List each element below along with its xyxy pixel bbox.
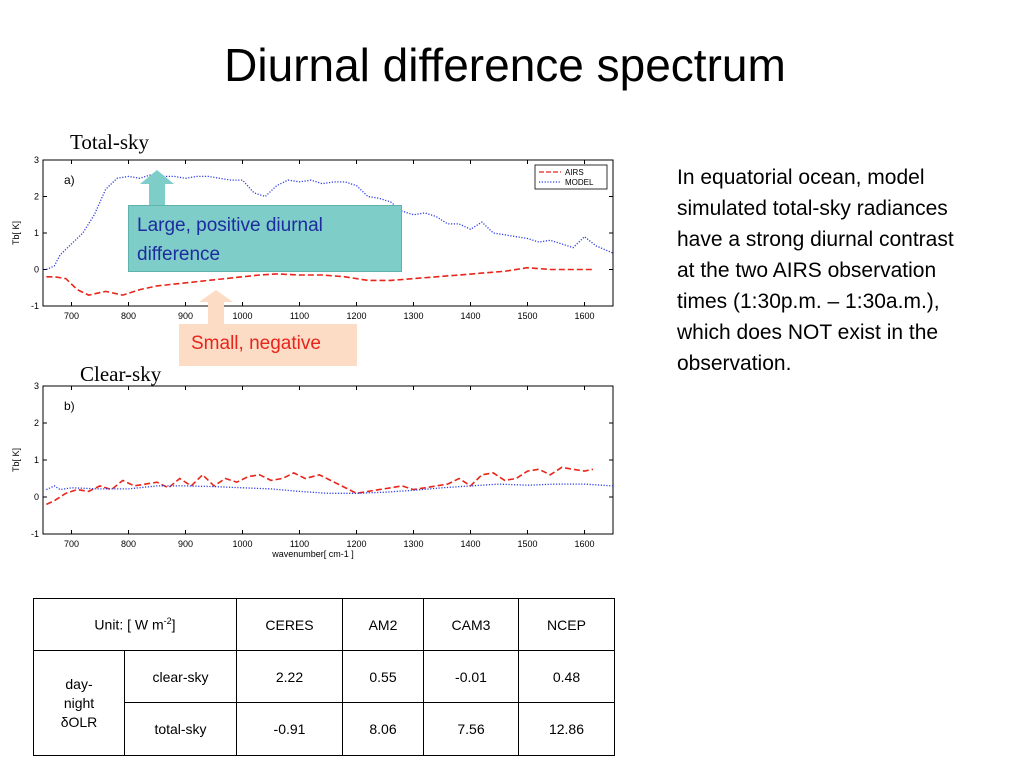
olr-table: Unit: [ W m-2] CERES AM2 CAM3 NCEP day- …: [33, 598, 615, 756]
callout-small-arrow-icon: [199, 290, 233, 326]
explanation-line-4: at the two AIRS observation: [677, 259, 937, 282]
callout-large-positive: Large, positive diurnal difference: [128, 205, 402, 272]
chart-a-xtick-label: 1000: [232, 311, 252, 321]
slide-title: Diurnal difference spectrum: [224, 39, 786, 91]
unit-close: ]: [171, 616, 176, 633]
row-group-line-1: day-: [65, 675, 93, 692]
col-header-ceres: CERES: [236, 598, 343, 651]
chart-b-xtick-label: 1200: [346, 539, 366, 549]
clear-sky-label: Clear-sky: [80, 362, 162, 386]
row-group-cell: day- night δOLR: [33, 650, 125, 756]
explanation-line-5: times (1:30p.m. – 1:30a.m.),: [677, 290, 940, 313]
chart-a-ytick-label: 1: [34, 228, 39, 238]
chart-a-xtick-label: 1100: [290, 311, 309, 321]
cell-clear-am2: 0.55: [342, 650, 424, 703]
explanation-text: In equatorial ocean, model simulated tot…: [677, 162, 1022, 379]
chart-b-xtick-label: 1100: [290, 539, 309, 549]
callout-large-line-2: difference: [137, 244, 221, 265]
chart-a-ytick-label: -1: [31, 301, 39, 311]
cell-total-ceres: -0.91: [236, 702, 343, 756]
chart-a-xtick-label: 1200: [346, 311, 366, 321]
chart-b-xtick-label: 800: [121, 539, 136, 549]
explanation-line-1: In equatorial ocean, model: [677, 166, 925, 189]
chart-b-xtick-label: 1300: [403, 539, 423, 549]
cell-total-cam3: 7.56: [423, 702, 519, 756]
col-header-ncep: NCEP: [518, 598, 615, 651]
row-group-line-3: δOLR: [60, 713, 98, 730]
chart-a-xtick-label: 1300: [403, 311, 423, 321]
chart-b-ytick-label: 2: [34, 418, 39, 428]
chart-a-legend-label: AIRS: [565, 168, 584, 177]
chart-a-ytick-label: 2: [34, 192, 39, 202]
chart-a-panel-tag: a): [64, 173, 75, 187]
cell-clear-cam3: -0.01: [423, 650, 519, 703]
chart-b-ytick-label: -1: [31, 529, 39, 539]
chart-b-xtick-label: 1600: [574, 539, 594, 549]
chart-b-xtick-label: 900: [178, 539, 193, 549]
chart-b-xlabel: wavenumber[ cm-1 ]: [271, 549, 354, 559]
chart-b-panel-tag: b): [64, 399, 75, 413]
chart-b-ytick-label: 3: [34, 381, 39, 391]
chart-a-legend-box: [534, 164, 608, 190]
unit-sup: -2: [163, 616, 172, 627]
unit-header-cell: Unit: [ W m-2]: [33, 598, 237, 651]
explanation-line-2: simulated total-sky radiances: [677, 197, 948, 220]
callout-small-negative: Small, negative: [179, 324, 357, 366]
col-header-cam3: CAM3: [423, 598, 519, 651]
row-label-clear-sky: clear-sky: [124, 650, 237, 703]
chart-b-xtick-label: 1400: [460, 539, 480, 549]
chart-a-ytick-label: 3: [34, 155, 39, 165]
chart-a-xtick-label: 900: [178, 311, 193, 321]
chart-a-xtick-label: 800: [121, 311, 136, 321]
total-sky-label: Total-sky: [70, 130, 150, 154]
cell-clear-ncep: 0.48: [518, 650, 615, 703]
chart-b-series-airs: [46, 466, 594, 506]
col-header-am2: AM2: [342, 598, 424, 651]
chart-a-xtick-label: 1500: [517, 311, 537, 321]
chart-b-ylabel: Tb[ K]: [11, 448, 21, 472]
chart-a-ytick-label: 0: [34, 265, 39, 275]
chart-b-xtick-label: 1000: [232, 539, 252, 549]
unit-label: Unit: [ W m: [94, 616, 164, 633]
explanation-line-6: which does NOT exist in the: [677, 321, 939, 344]
explanation-line-7: observation.: [677, 352, 792, 375]
row-label-total-sky: total-sky: [124, 702, 237, 756]
explanation-line-3: have a strong diurnal contrast: [677, 228, 954, 251]
chart-b-series-model: [46, 483, 614, 494]
callout-large-line-1: Large, positive diurnal: [137, 215, 323, 236]
chart-b-xtick-label: 1500: [517, 539, 537, 549]
chart-a-xtick-label: 700: [64, 311, 79, 321]
chart-b-frame: [42, 385, 614, 535]
chart-a-series-airs: [46, 266, 593, 296]
cell-clear-ceres: 2.22: [236, 650, 343, 703]
chart-b-ytick-label: 1: [34, 455, 39, 465]
callout-large-arrow-icon: [140, 170, 174, 208]
cell-total-am2: 8.06: [342, 702, 424, 756]
chart-b-ytick-label: 0: [34, 492, 39, 502]
chart-a-xtick-label: 1600: [574, 311, 594, 321]
chart-a-legend-label: MODEL: [565, 178, 594, 187]
chart-b-xtick-label: 700: [64, 539, 79, 549]
chart-a-ylabel: Tb[ K]: [11, 221, 21, 245]
row-group-line-2: night: [63, 694, 95, 711]
chart-a-xtick-label: 1400: [460, 311, 480, 321]
cell-total-ncep: 12.86: [518, 702, 615, 756]
